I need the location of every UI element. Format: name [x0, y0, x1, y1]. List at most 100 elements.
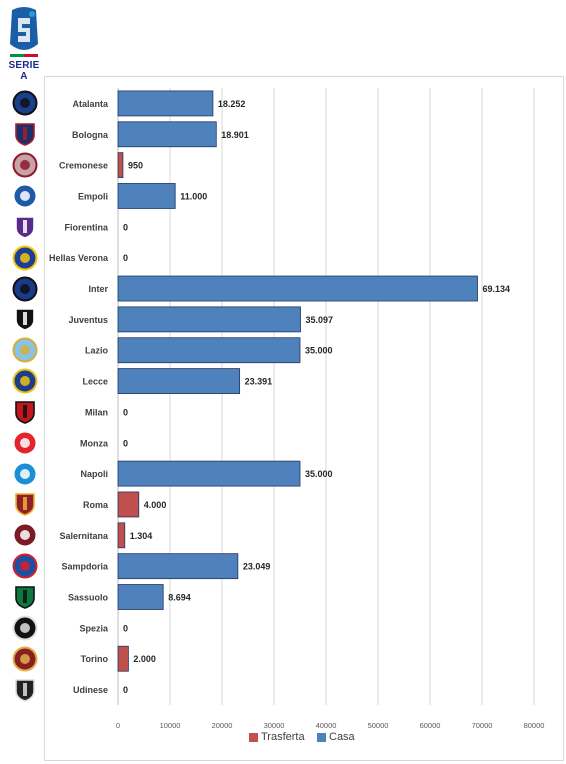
badge-stripe: [23, 219, 27, 233]
bar-napoli: [117, 460, 301, 487]
udinese-crest-icon: [15, 678, 35, 702]
category-label: Sassuolo: [68, 593, 109, 603]
badge-stripe: [23, 404, 27, 418]
badge-center: [20, 622, 30, 633]
bar-atalanta: [117, 90, 214, 117]
cremonese-crest-icon: [12, 152, 38, 178]
legend-label-casa: Casa: [329, 731, 355, 743]
badge-stripe: [23, 312, 27, 326]
badge-center: [20, 437, 30, 448]
bologna-crest-icon: [15, 123, 35, 147]
gridlines: [169, 88, 535, 705]
bar-lecce: [117, 368, 241, 394]
value-label: 8.694: [168, 593, 191, 603]
badge-stripe: [23, 497, 27, 511]
badge-center: [20, 252, 30, 263]
x-tick-label: 20000: [212, 721, 233, 730]
milan-crest-icon: [15, 401, 35, 424]
badge-center: [20, 653, 30, 664]
category-label: Atalanta: [72, 99, 109, 109]
value-label: 69.134: [482, 284, 510, 294]
empoli-crest-icon: [12, 183, 38, 209]
badge-stripe: [23, 127, 27, 141]
value-label: 11.000: [180, 191, 207, 201]
category-label: Bologna: [72, 130, 109, 140]
bar-cremonese: [117, 152, 124, 179]
x-tick-label: 50000: [368, 721, 389, 730]
torino-crest-icon: [12, 646, 38, 672]
spezia-crest-icon: [12, 615, 38, 641]
x-tick-label: 0: [116, 721, 120, 730]
category-label: Inter: [88, 284, 108, 294]
salernitana-crest-icon: [12, 522, 38, 548]
badge-center: [20, 190, 30, 201]
x-tick-label: 60000: [420, 721, 441, 730]
value-label: 18.252: [218, 99, 246, 109]
x-tick-label: 10000: [160, 721, 181, 730]
badge-center: [20, 98, 30, 109]
napoli-crest-icon: [12, 461, 38, 487]
category-label: Lazio: [85, 346, 109, 356]
value-label: 35.000: [305, 346, 333, 356]
category-label: Spezia: [79, 623, 109, 633]
badge-center: [20, 160, 30, 171]
bar-sassuolo: [117, 584, 164, 610]
x-tick-label: 40000: [316, 721, 337, 730]
value-label: 23.391: [245, 377, 273, 387]
bar-juventus: [117, 306, 301, 333]
value-label: 0: [123, 623, 128, 633]
category-label: Hellas Verona: [49, 253, 109, 263]
atalanta-crest-icon: [12, 90, 38, 116]
category-label: Empoli: [78, 191, 108, 201]
value-label: 35.097: [306, 315, 334, 325]
value-label: 0: [123, 222, 128, 232]
sassuolo-crest-icon: [15, 586, 35, 609]
category-label: Udinese: [73, 685, 108, 695]
category-label: Monza: [80, 438, 109, 448]
x-tick-label: 80000: [524, 721, 545, 730]
badge-center: [20, 283, 30, 294]
value-label: 4.000: [144, 500, 167, 510]
bar-bologna: [117, 121, 217, 148]
value-label: 2.000: [133, 654, 156, 664]
category-label: Cremonese: [59, 161, 108, 171]
bar-sampdoria: [117, 553, 239, 580]
legend: Trasferta Casa: [0, 731, 566, 749]
badge-center: [20, 376, 30, 387]
value-label: 0: [123, 685, 128, 695]
serie-a-logo-text: SERIE A: [8, 60, 40, 82]
category-label: Sampdoria: [61, 562, 109, 572]
category-labels: Atalanta Bologna Cremonese Empoli Fiorentina…: [49, 99, 109, 695]
legend-item-trasferta: Trasferta: [249, 731, 305, 743]
x-tick-label: 70000: [472, 721, 493, 730]
juventus-crest-icon: [15, 308, 35, 332]
badge-stripe: [23, 682, 27, 696]
value-label: 0: [123, 438, 128, 448]
category-label: Milan: [85, 407, 108, 417]
value-label: 23.049: [243, 562, 271, 572]
value-label: 18.901: [221, 130, 249, 140]
value-label: 0: [123, 253, 128, 263]
legend-label-trasferta: Trasferta: [261, 731, 305, 743]
category-label: Salernitana: [59, 531, 109, 541]
value-labels: 18.252 18.901 950 11.000 0 0 69.134 35.097 35.00…: [123, 99, 510, 695]
badge-center: [20, 468, 30, 479]
hellas-verona-crest-icon: [12, 245, 38, 271]
value-label: 0: [123, 407, 128, 417]
category-label: Napoli: [80, 469, 108, 479]
sampdoria-crest-icon: [12, 553, 38, 579]
lazio-crest-icon: [12, 337, 38, 363]
roma-crest-icon: [15, 493, 35, 517]
value-label: 950: [128, 161, 143, 171]
legend-item-casa: Casa: [317, 731, 355, 743]
inter-crest-icon: [12, 276, 38, 302]
monza-crest-icon: [12, 430, 38, 456]
bars: [117, 90, 478, 672]
x-tick-labels: 0 10000 20000 30000 40000 50000 60000 70000 8000…: [116, 721, 545, 730]
badge-center: [20, 530, 30, 541]
bar-torino: [117, 645, 129, 672]
badge-center: [20, 561, 30, 572]
bar-roma: [117, 491, 140, 518]
lecce-crest-icon: [12, 368, 38, 394]
